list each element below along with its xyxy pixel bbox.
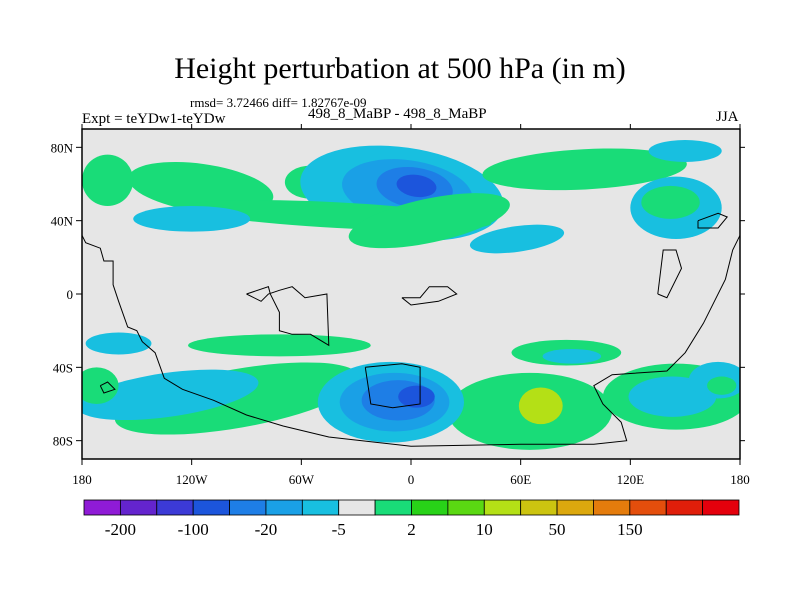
colorbar-swatch [665, 499, 704, 516]
colorbar-swatch [520, 499, 558, 516]
contour-region [85, 332, 152, 355]
x-tick-label: 120E [617, 472, 645, 487]
coastline [99, 381, 116, 394]
contour-fields [82, 140, 740, 450]
contour-region [542, 349, 602, 364]
colorbar-swatch [229, 499, 267, 516]
x-tick-label: 180 [72, 472, 92, 487]
contour-region [82, 367, 119, 404]
contour-region [518, 387, 563, 425]
stats-line: rmsd= 3.72466 diff= 1.82767e-09 [190, 95, 367, 110]
contour-region [648, 140, 722, 162]
y-axis: 80N 40N 0 40S 80S [51, 140, 745, 449]
contour-region [82, 369, 259, 421]
contour-region [398, 385, 435, 408]
colorbar-swatch [447, 499, 485, 516]
colorbar-label: 50 [549, 520, 566, 539]
colorbar-swatch [156, 499, 194, 516]
x-tick-label: 60E [510, 472, 531, 487]
colorbar: -200 -100 -20 -5 2 10 50 150 [83, 499, 740, 539]
colorbar-swatch [411, 499, 449, 516]
x-tick-label: 180 [730, 472, 750, 487]
coastline [657, 249, 683, 299]
colorbar-label: -200 [105, 520, 136, 539]
contour-region [482, 148, 687, 191]
run-label: 498_8_MaBP - 498_8_MaBP [308, 106, 487, 122]
y-tick-label: 0 [67, 287, 74, 302]
experiment-label: Expt = teYDw1-teYDw [82, 111, 226, 127]
contour-region [396, 174, 437, 198]
colorbar-swatch [556, 499, 594, 516]
y-tick-label: 40N [51, 214, 74, 229]
colorbar-label: -20 [255, 520, 278, 539]
coastline [246, 286, 330, 347]
colorbar-swatch [192, 499, 230, 516]
coastline [697, 212, 729, 229]
contour-region [82, 154, 134, 206]
x-tick-label: 0 [408, 472, 415, 487]
colorbar-swatch [83, 499, 121, 516]
coastline [82, 235, 740, 447]
colorbar-label: -100 [178, 520, 209, 539]
colorbar-swatch [374, 499, 412, 516]
coastlines [82, 212, 740, 447]
coastline [401, 286, 458, 306]
colorbar-swatch [301, 499, 340, 516]
colorbar-swatch [265, 499, 303, 516]
colorbar-swatch [119, 499, 158, 516]
season-label: JJA [716, 109, 739, 125]
y-tick-label: 80N [51, 140, 74, 155]
colorbar-swatch [338, 499, 376, 516]
contour-region [188, 334, 371, 357]
colorbar-label: 2 [407, 520, 416, 539]
y-tick-label: 80S [53, 434, 73, 449]
x-axis: 180 120W 60W 0 60E 120E 180 [72, 124, 750, 487]
y-tick-label: 40S [53, 360, 73, 375]
x-tick-label: 120W [176, 472, 209, 487]
contour-region [348, 193, 510, 249]
colorbar-label: 150 [617, 520, 643, 539]
colorbar-swatch [702, 499, 740, 516]
chart-title: Height perturbation at 500 hPa (in m) [174, 52, 626, 85]
colorbar-swatch [483, 499, 522, 516]
contour-region [133, 206, 251, 232]
contour-region [641, 185, 700, 219]
x-tick-label: 60W [289, 472, 315, 487]
colorbar-swatch [629, 499, 667, 516]
colorbar-label: 10 [476, 520, 493, 539]
colorbar-label: -5 [332, 520, 346, 539]
contour-region [707, 376, 737, 395]
colorbar-swatch [593, 499, 631, 516]
coastline [364, 363, 421, 409]
contour-region [469, 224, 565, 254]
